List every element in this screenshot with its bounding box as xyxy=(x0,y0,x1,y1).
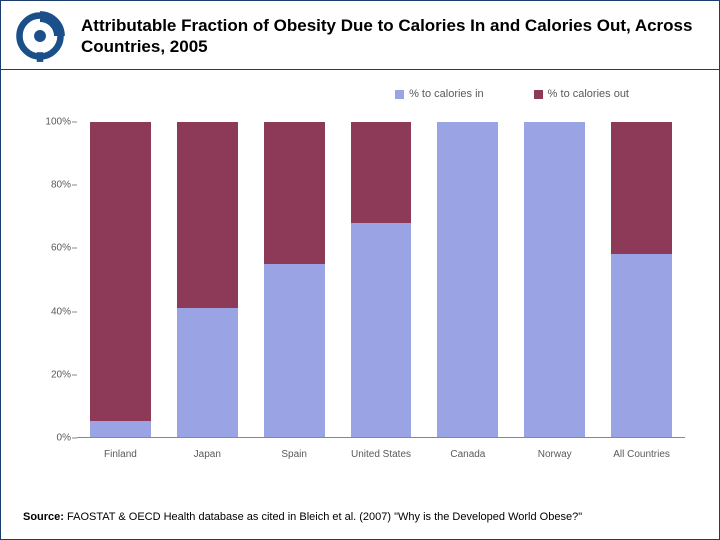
bar-segment-calories-out xyxy=(351,122,412,223)
slide: Attributable Fraction of Obesity Due to … xyxy=(0,0,720,540)
bar xyxy=(177,122,238,437)
legend-label: % to calories in xyxy=(409,88,484,100)
bar-segment-calories-out xyxy=(264,122,325,264)
x-tick-label: Norway xyxy=(511,449,598,460)
bar-slot xyxy=(164,122,251,437)
legend-item-calories-in: % to calories in xyxy=(395,88,484,100)
source-text: FAOSTAT & OECD Health database as cited … xyxy=(64,511,582,523)
bar-segment-calories-out xyxy=(611,122,672,254)
chart: % to calories in % to calories out 0% 20%… xyxy=(31,88,689,468)
legend-item-calories-out: % to calories out xyxy=(534,88,629,100)
y-tick-label: 100% xyxy=(31,117,71,128)
bar xyxy=(524,122,585,437)
y-tick-label: 60% xyxy=(31,243,71,254)
bar-segment-calories-in xyxy=(437,122,498,437)
y-tick-label: 0% xyxy=(31,433,71,444)
y-tick-label: 20% xyxy=(31,369,71,380)
x-tick-label: United States xyxy=(338,449,425,460)
page-title: Attributable Fraction of Obesity Due to … xyxy=(81,15,707,58)
bar-slot xyxy=(251,122,338,437)
source-prefix: Source: xyxy=(23,511,64,523)
x-tick-label: Canada xyxy=(424,449,511,460)
legend-swatch-icon xyxy=(534,90,543,99)
bar-segment-calories-out xyxy=(90,122,151,421)
bar-segment-calories-in xyxy=(351,223,412,437)
bar-segment-calories-out xyxy=(177,122,238,308)
bar-slot xyxy=(511,122,598,437)
bar-segment-calories-in xyxy=(611,254,672,437)
legend-label: % to calories out xyxy=(548,88,629,100)
source-citation: Source: FAOSTAT & OECD Health database a… xyxy=(23,511,697,523)
x-axis-labels: FinlandJapanSpainUnited StatesCanadaNorw… xyxy=(77,449,685,460)
y-tick-label: 80% xyxy=(31,180,71,191)
x-tick-label: Japan xyxy=(164,449,251,460)
bar xyxy=(611,122,672,437)
y-tick-label: 40% xyxy=(31,306,71,317)
x-tick-label: All Countries xyxy=(598,449,685,460)
bar-slot xyxy=(424,122,511,437)
header: Attributable Fraction of Obesity Due to … xyxy=(1,1,719,70)
legend: % to calories in % to calories out xyxy=(395,88,629,100)
bar-slot xyxy=(77,122,164,437)
bar xyxy=(90,122,151,437)
bar-segment-calories-in xyxy=(264,264,325,437)
bar-segment-calories-in xyxy=(177,308,238,437)
logo-icon xyxy=(13,9,67,63)
plot-area xyxy=(77,122,685,438)
bar xyxy=(351,122,412,437)
bar xyxy=(264,122,325,437)
bar-segment-calories-in xyxy=(90,421,151,437)
bar-slot xyxy=(338,122,425,437)
bar-slot xyxy=(598,122,685,437)
x-tick-label: Spain xyxy=(251,449,338,460)
legend-swatch-icon xyxy=(395,90,404,99)
x-tick-label: Finland xyxy=(77,449,164,460)
bars-row xyxy=(77,122,685,438)
y-axis: 0%20%40%60%80%100% xyxy=(31,122,77,438)
bar xyxy=(437,122,498,437)
bar-segment-calories-in xyxy=(524,122,585,437)
